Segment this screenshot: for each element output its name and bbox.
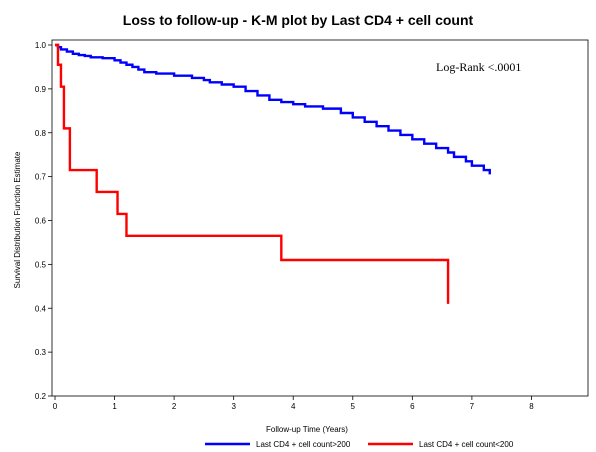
y-tick-label: 0.3 [35, 348, 47, 357]
plot-frame [51, 39, 589, 397]
chart-title: Loss to follow-up - K-M plot by Last CD4… [122, 12, 474, 28]
y-tick-label: 0.2 [35, 392, 47, 401]
x-tick-label: 6 [410, 402, 415, 411]
y-tick-label: 0.7 [35, 173, 47, 182]
y-tick-label: 0.5 [35, 260, 47, 269]
x-axis-label: Follow-up Time (Years) [266, 425, 348, 434]
y-tick-label: 0.9 [35, 85, 47, 94]
x-ticks: 0 1 2 3 4 5 6 7 8 [53, 396, 534, 411]
series-line-2 [55, 43, 450, 304]
x-tick-label: 8 [529, 402, 534, 411]
y-tick-label: 1.0 [35, 41, 47, 50]
x-tick-label: 4 [291, 402, 296, 411]
log-rank-annotation: Log-Rank <.0001 [436, 60, 521, 74]
x-tick-label: 1 [112, 402, 117, 411]
x-tick-label: 7 [470, 402, 475, 411]
legend-label-1: Last CD4 + cell count>200 [256, 440, 351, 449]
y-axis-label: Survival Distribution Function Estimate [13, 151, 22, 288]
legend: Last CD4 + cell count>200 Last CD4 + cell… [205, 440, 514, 449]
x-tick-label: 3 [231, 402, 236, 411]
x-tick-label: 5 [351, 402, 356, 411]
legend-label-2: Last CD4 + cell count<200 [419, 440, 514, 449]
series-line-1 [55, 43, 491, 175]
x-tick-label: 0 [53, 402, 58, 411]
y-tick-label: 0.6 [35, 217, 47, 226]
plot-axes [51, 39, 589, 397]
series-lines [55, 43, 491, 304]
x-tick-label: 2 [172, 402, 177, 411]
y-tick-label: 0.8 [35, 129, 47, 138]
y-ticks: 0.2 0.3 0.4 0.5 0.6 0.7 0.8 0.9 1.0 [35, 41, 52, 401]
y-tick-label: 0.4 [35, 304, 47, 313]
